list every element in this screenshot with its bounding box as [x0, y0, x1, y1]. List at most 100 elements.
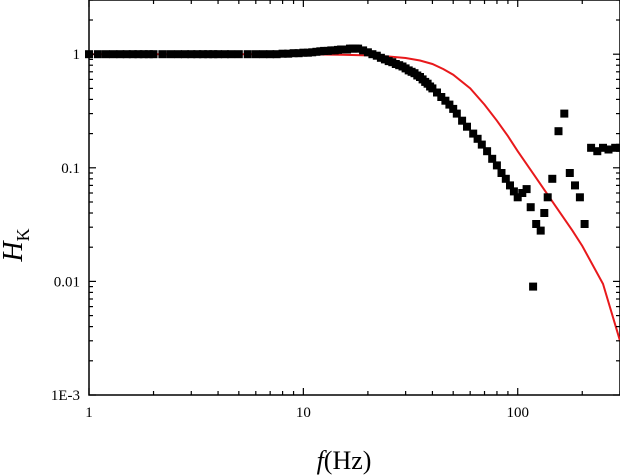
y-axis-title-italic: H	[0, 240, 29, 263]
data-point	[289, 49, 298, 58]
y-axis-title-subscript: K	[13, 228, 33, 241]
data-point	[220, 50, 229, 59]
data-point	[303, 48, 312, 57]
data-point	[116, 50, 125, 59]
data-point	[554, 127, 563, 136]
plot-frame	[88, 0, 620, 396]
data-point	[102, 50, 110, 59]
data-point	[227, 50, 236, 59]
data-point	[109, 50, 118, 59]
data-points	[85, 44, 620, 291]
data-point	[198, 50, 207, 59]
data-point	[536, 226, 545, 235]
data-point	[354, 44, 363, 53]
data-point	[543, 193, 552, 202]
data-point	[363, 48, 372, 57]
y-tick-label: 1	[73, 47, 81, 63]
fit-line	[89, 53, 620, 342]
data-point	[469, 129, 478, 138]
y-tick-label: 0.1	[61, 161, 80, 177]
data-point	[308, 48, 317, 57]
data-point	[214, 50, 223, 59]
x-axis-title-rest: (Hz)	[324, 446, 372, 475]
y-axis-ticks: 1E-3 0.01 0.1 1	[51, 0, 620, 404]
data-point	[428, 84, 437, 93]
data-point	[509, 187, 518, 196]
data-point	[501, 174, 510, 183]
data-point	[560, 109, 569, 118]
data-point	[445, 100, 454, 109]
data-point	[294, 49, 303, 58]
data-point	[477, 140, 486, 149]
data-point	[522, 185, 531, 194]
data-point	[526, 203, 535, 212]
fit-line-group	[89, 53, 620, 342]
data-point	[372, 51, 381, 60]
y-tick-label: 1E-3	[51, 388, 80, 404]
y-tick-label: 0.01	[54, 274, 80, 290]
data-point	[580, 220, 589, 228]
data-point	[299, 48, 308, 57]
x-tick-label: 100	[506, 405, 529, 421]
data-point	[571, 181, 579, 190]
data-point	[449, 104, 458, 113]
data-point	[458, 116, 467, 125]
data-point	[463, 122, 471, 131]
data-point	[158, 50, 167, 59]
data-point	[506, 181, 514, 190]
data-point	[518, 189, 527, 197]
data-point	[540, 209, 549, 217]
data-point	[284, 49, 293, 58]
data-point	[359, 46, 368, 55]
x-axis-title-italic: f	[317, 446, 328, 475]
data-point	[452, 109, 461, 118]
data-point	[575, 193, 584, 202]
data-point	[266, 50, 275, 59]
y-axis-title: HK	[0, 228, 33, 262]
data-point	[278, 49, 287, 58]
data-point	[488, 154, 497, 163]
data-point	[492, 161, 501, 170]
data-point	[433, 88, 441, 97]
data-point	[497, 169, 506, 177]
data-point	[529, 282, 538, 291]
data-point	[483, 147, 492, 156]
data-point	[144, 50, 153, 59]
data-point	[593, 147, 602, 156]
data-point	[93, 50, 102, 59]
data-point	[259, 50, 268, 59]
data-point	[243, 50, 252, 59]
data-point	[166, 50, 175, 59]
data-point	[209, 50, 218, 59]
plot-area: 1 10 100 1E-3 0.01 0.1 1	[51, 0, 620, 421]
data-point	[174, 50, 182, 59]
data-point	[616, 143, 620, 152]
data-point	[128, 50, 137, 59]
x-axis-title: f(Hz)	[317, 446, 372, 475]
data-point	[565, 169, 574, 177]
data-point	[587, 143, 596, 152]
data-point	[149, 50, 158, 59]
data-point	[599, 143, 607, 152]
data-point	[122, 50, 131, 59]
x-tick-label: 10	[296, 405, 311, 421]
data-point	[437, 93, 446, 101]
data-point	[532, 220, 541, 228]
x-tick-label: 1	[85, 405, 93, 421]
data-point	[187, 50, 196, 59]
data-point	[604, 145, 613, 154]
data-point	[272, 50, 281, 59]
y-axis-title-group: HK	[0, 228, 33, 262]
data-point	[193, 50, 202, 59]
data-point	[139, 50, 148, 59]
data-point	[368, 50, 377, 59]
data-point	[473, 134, 482, 143]
data-point	[180, 50, 189, 59]
data-point	[251, 50, 260, 59]
x-axis-ticks: 1 10 100	[85, 0, 620, 421]
data-point	[204, 50, 213, 59]
data-point	[611, 143, 620, 152]
data-point	[234, 50, 243, 59]
data-point	[513, 193, 522, 202]
